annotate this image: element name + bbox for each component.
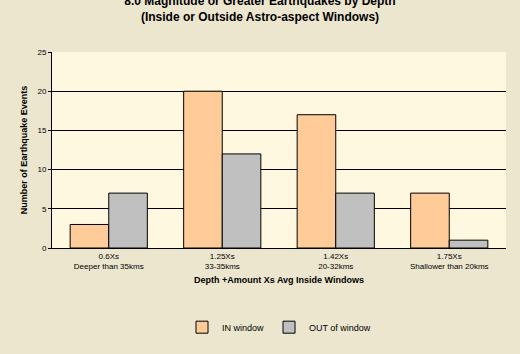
svg-text:15: 15 — [37, 126, 46, 135]
svg-text:1.75XsShallower than 20kms: 1.75XsShallower than 20kms — [410, 252, 489, 271]
svg-text:OUT of window: OUT of window — [309, 323, 371, 333]
svg-text:1.42Xs20-32kms: 1.42Xs20-32kms — [318, 252, 353, 271]
svg-text:20: 20 — [37, 87, 46, 96]
svg-text:1.25Xs33-35kms: 1.25Xs33-35kms — [205, 252, 240, 271]
svg-text:10: 10 — [37, 165, 46, 174]
svg-text:0.6XsDeeper than 35kms: 0.6XsDeeper than 35kms — [74, 252, 144, 271]
svg-text:8.0 Magnitude or Greater Earth: 8.0 Magnitude or Greater Earthquakes by … — [124, 0, 395, 24]
svg-text:5: 5 — [42, 205, 47, 214]
svg-text:25: 25 — [37, 48, 46, 57]
svg-text:Depth +Amount Xs Avg Inside Wi: Depth +Amount Xs Avg Inside Windows — [194, 275, 364, 285]
svg-text:Number of Earthquake Events: Number of Earthquake Events — [19, 86, 29, 215]
svg-text:IN window: IN window — [222, 323, 264, 333]
svg-text:0: 0 — [42, 244, 47, 253]
